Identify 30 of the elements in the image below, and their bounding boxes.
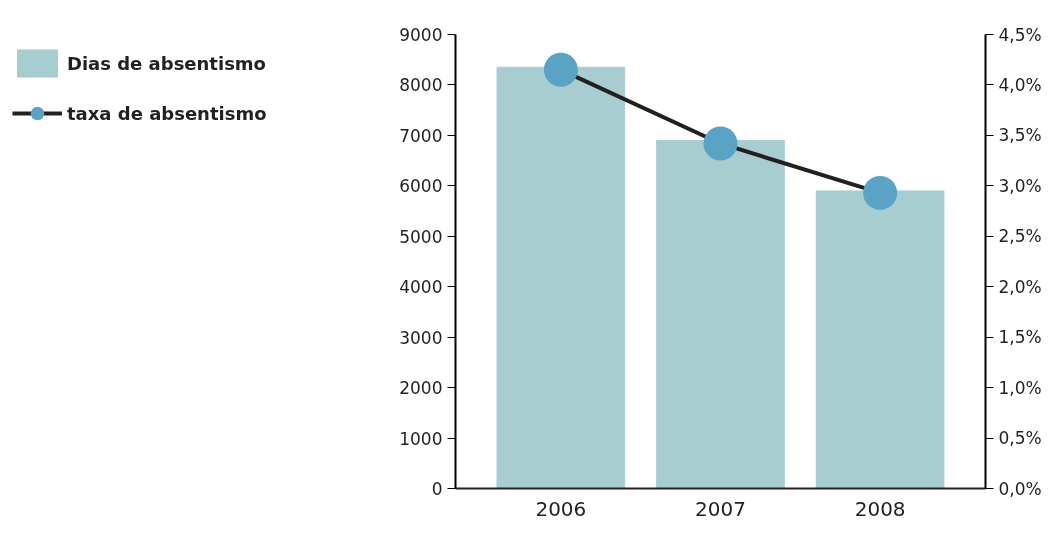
y2-tick-label: 2,0%: [998, 276, 1042, 297]
y2-tick-label: 2,5%: [998, 226, 1042, 247]
y2-tick-label: 4,0%: [998, 74, 1042, 95]
point: [863, 175, 898, 210]
y-tick-label: 3000: [399, 327, 443, 348]
point: [543, 52, 578, 87]
y-tick-label: 8000: [399, 75, 443, 96]
y-tick-label: 1000: [399, 428, 443, 449]
y-tick-label: 6000: [399, 176, 443, 197]
y-tick-label: 5000: [399, 226, 443, 247]
x-tick-label: 2007: [695, 496, 746, 521]
y2-tick-label: 1,0%: [998, 377, 1042, 398]
y2-tick-label: 3,0%: [998, 175, 1042, 196]
bar: [496, 66, 626, 489]
y-tick-label: 7000: [399, 125, 443, 146]
point: [703, 126, 738, 161]
y2-tick-label: 0,0%: [998, 478, 1042, 499]
legend-label: taxa de absentismo: [67, 102, 267, 124]
y2-tick-label: 4,5%: [998, 24, 1042, 45]
bar: [815, 190, 945, 489]
y-tick-label: 2000: [399, 378, 443, 399]
y-tick-label: 4000: [399, 277, 443, 298]
x-tick-label: 2006: [535, 496, 587, 521]
y2-tick-label: 0,5%: [998, 428, 1042, 449]
y2-tick-label: 3,5%: [998, 125, 1042, 146]
x-tick-label: 2008: [854, 496, 906, 521]
y-tick-label: 0: [431, 479, 443, 499]
y-tick-label: 9000: [399, 25, 443, 45]
y2-tick-label: 1,5%: [998, 327, 1042, 348]
legend-label: Dias de absentismo: [67, 52, 266, 74]
